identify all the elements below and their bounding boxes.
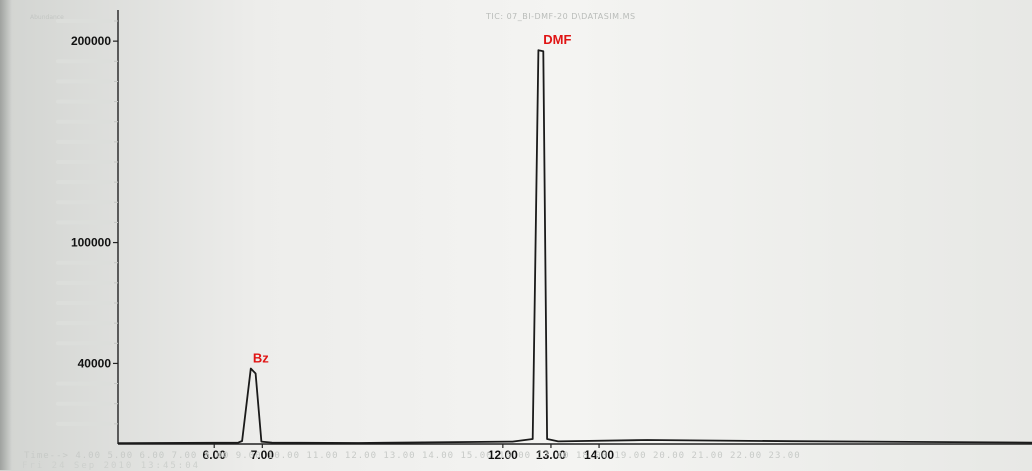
y-faint-tick-label bbox=[56, 220, 112, 225]
y-faint-tick-label bbox=[56, 421, 112, 426]
y-faint-tick-label bbox=[56, 381, 112, 386]
peak-label-dmf: DMF bbox=[543, 32, 571, 47]
y-faint-tick-label bbox=[56, 321, 112, 326]
x-tick-label: 12.00 bbox=[488, 448, 518, 462]
y-faint-tick-label bbox=[56, 301, 112, 305]
x-tick-label: 14.00 bbox=[584, 448, 614, 462]
y-faint-tick-label bbox=[56, 139, 112, 144]
y-tick-label: 40000 bbox=[78, 356, 112, 370]
y-tick-label: 100000 bbox=[71, 236, 111, 250]
y-faint-tick-label bbox=[56, 59, 112, 64]
y-faint-tick-label bbox=[56, 99, 112, 104]
y-faint-tick-label bbox=[56, 180, 112, 185]
tic-trace-line bbox=[117, 49, 1032, 445]
x-tick-label: 7.00 bbox=[251, 448, 275, 462]
peak-label-bz: Bz bbox=[253, 350, 269, 365]
y-faint-tick-label bbox=[56, 401, 112, 406]
x-tick-label: 13.00 bbox=[536, 448, 566, 462]
y-faint-tick-label bbox=[56, 341, 112, 346]
y-axis-label: Abundance bbox=[30, 14, 64, 21]
y-faint-tick-label bbox=[56, 79, 112, 84]
y-faint-tick-label bbox=[56, 280, 112, 285]
y-faint-tick-label bbox=[56, 119, 112, 124]
chart-title: TIC: 07_BI-DMF-20 D\DATASIM.MS bbox=[486, 12, 636, 21]
footer-timestamp: Fri 24 Sep 2010 13:45:04 bbox=[22, 461, 201, 471]
y-tick-label: 200000 bbox=[71, 34, 111, 48]
x-tick-label: 6.00 bbox=[203, 448, 227, 462]
y-faint-tick-label bbox=[56, 160, 112, 164]
y-faint-tick-label bbox=[56, 19, 112, 23]
y-faint-tick-label bbox=[56, 260, 112, 265]
footer-time-axis: Time--> 4.00 5.00 6.00 7.00 8.00 9.00 10… bbox=[24, 451, 801, 461]
photo-edge-shadow bbox=[0, 0, 12, 470]
y-faint-tick-label bbox=[56, 200, 112, 205]
